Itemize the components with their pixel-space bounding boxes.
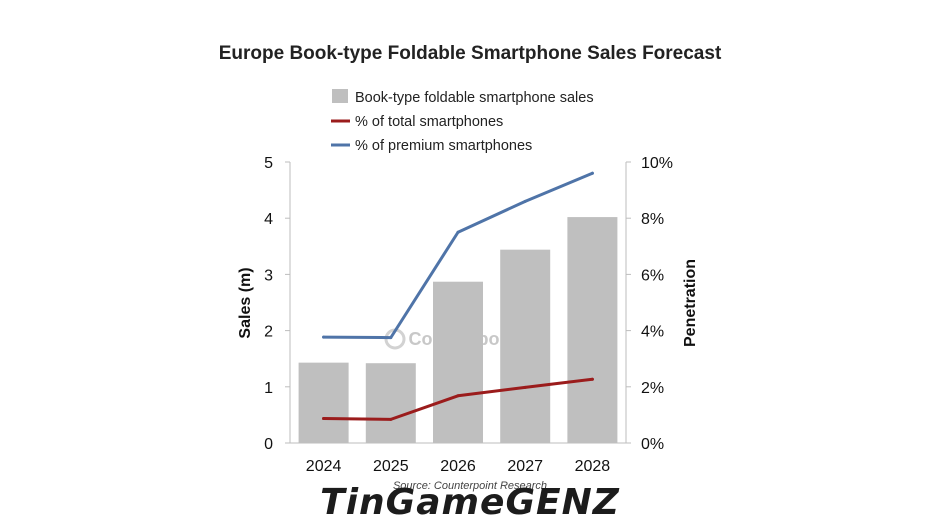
legend-label-total: % of total smartphones [355, 114, 503, 130]
line-point-2-2025 [389, 336, 393, 340]
legend-swatch-sales [332, 89, 348, 103]
x-tick-label: 2024 [306, 458, 342, 475]
bar-2028 [567, 217, 618, 443]
line-point-1-2027 [523, 385, 527, 389]
bar-2025 [365, 363, 416, 443]
x-tick-label: 2026 [440, 458, 476, 475]
line-point-1-2026 [456, 394, 460, 398]
brand-logo: TinGameGENZ [320, 482, 620, 523]
y2-axis-label: Penetration [682, 259, 699, 347]
legend: Book-type foldable smartphone sales % of… [331, 89, 594, 154]
x-tick-label: 2028 [575, 458, 611, 475]
bar-2026 [433, 281, 483, 443]
line-point-1-2024 [322, 417, 326, 421]
x-tick-label: 2025 [373, 458, 409, 475]
y2-tick-label: 10% [641, 155, 673, 172]
bar-2027 [500, 249, 551, 443]
legend-label-sales: Book-type foldable smartphone sales [355, 90, 594, 106]
chart-title: Europe Book-type Foldable Smartphone Sal… [219, 43, 722, 64]
bars [298, 217, 618, 443]
x-tick-label: 2027 [507, 458, 543, 475]
y-tick-label: 4 [264, 211, 273, 228]
y2-tick-label: 0% [641, 436, 664, 453]
source-note: Source: Counterpoint Research [393, 480, 547, 492]
y-tick-label: 2 [264, 324, 273, 341]
y-tick-label: 0 [264, 436, 273, 453]
y-axis-label: Sales (m) [237, 267, 254, 338]
line-point-1-2028 [590, 377, 594, 381]
y-tick-label: 5 [264, 155, 273, 172]
line-point-1-2025 [389, 417, 393, 421]
lines [322, 171, 594, 421]
line-point-2-2026 [456, 230, 460, 234]
line-point-2-2027 [523, 199, 527, 203]
y2-tick-label: 6% [641, 267, 664, 284]
y2-tick-label: 2% [641, 380, 664, 397]
y2-tick-label: 4% [641, 324, 664, 341]
line-point-2-2024 [322, 335, 326, 339]
y-tick-label: 1 [264, 380, 273, 397]
y2-tick-label: 8% [641, 211, 664, 228]
line-point-2-2028 [590, 171, 594, 175]
bar-2024 [298, 362, 349, 443]
axes: 0 1 2 3 4 5 0% 2% 4% 6% 8% 10% 2024 2025 2026 2027 2028 [264, 155, 673, 475]
y-tick-label: 3 [264, 267, 273, 284]
legend-label-premium: % of premium smartphones [355, 138, 532, 154]
